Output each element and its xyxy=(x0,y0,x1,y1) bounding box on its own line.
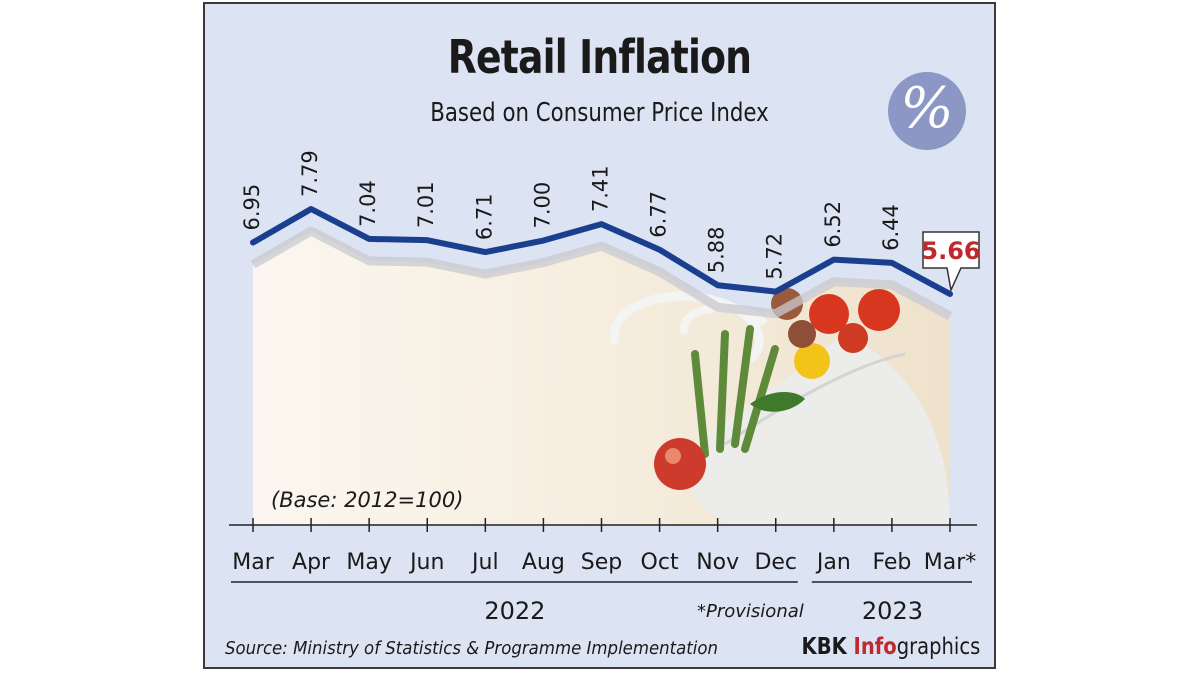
credit-part-c: graphics xyxy=(896,634,980,660)
credit-logo: KBK Infographics xyxy=(801,634,980,660)
chart-subtitle: Based on Consumer Price Index xyxy=(430,98,769,128)
x-tick-label: Feb xyxy=(872,550,911,575)
chart-title: Retail Inflation xyxy=(447,30,752,84)
value-label: 7.00 xyxy=(530,182,554,229)
highlight-callout xyxy=(922,231,980,293)
x-tick-label: Nov xyxy=(696,550,739,575)
value-label: 6.71 xyxy=(472,193,496,240)
highlight-value-label: 5.66 xyxy=(921,237,980,265)
percent-glyph: % xyxy=(900,76,954,141)
x-tick-label: Jun xyxy=(408,550,444,575)
provisional-note: *Provisional xyxy=(697,601,804,622)
x-tick-label: Jan xyxy=(815,550,851,575)
grocery-bag-illustration xyxy=(609,288,950,524)
value-label: 7.41 xyxy=(589,165,613,212)
x-tick-label: May xyxy=(346,550,391,575)
credit-part-a: KBK xyxy=(801,634,854,660)
x-tick-label: Aug xyxy=(522,550,565,575)
x-tick-label: Apr xyxy=(292,550,331,575)
value-label: 5.88 xyxy=(705,226,729,273)
value-label: 6.44 xyxy=(879,204,903,251)
value-label: 5.72 xyxy=(763,233,787,280)
x-tick-label: Mar xyxy=(232,550,274,575)
x-tick-label: Sep xyxy=(581,550,622,575)
x-tick-label: Jul xyxy=(470,550,499,575)
source-note: Source: Ministry of Statistics & Program… xyxy=(225,638,719,659)
x-tick-label: Mar* xyxy=(924,550,977,575)
series-line xyxy=(250,206,953,297)
year-label-2023: 2023 xyxy=(861,597,923,625)
value-label: 6.52 xyxy=(821,201,845,248)
value-label: 7.79 xyxy=(298,150,322,197)
credit-part-b: Info xyxy=(853,634,897,660)
value-label: 7.04 xyxy=(356,180,380,227)
year-label-2022: 2022 xyxy=(484,597,546,625)
value-labels-layer: 6.95 7.79 7.04 7.01 6.71 7.00 7.41 6.77 5.88 5.72… xyxy=(240,150,981,293)
value-label: 6.77 xyxy=(647,191,671,238)
line-chart: 6.95 7.79 7.04 7.01 6.71 7.00 7.41 6.77 5.88 5.72… xyxy=(229,150,981,583)
base-annotation: (Base: 2012=100) xyxy=(271,488,464,512)
shadow-line-layer xyxy=(250,226,953,320)
percent-icon: % xyxy=(888,72,966,150)
infographic-card: Retail Inflation Based on Consumer Price… xyxy=(203,2,996,669)
x-tick-label: Oct xyxy=(641,550,679,575)
series-shadow-line xyxy=(250,226,953,320)
x-axis-layer: Mar Apr May Jun Jul Aug Sep Oct Nov Dec Jan Feb Mar* xyxy=(229,518,977,583)
series-line-layer xyxy=(250,206,953,297)
x-tick-label: Dec xyxy=(754,550,797,575)
value-label: 6.95 xyxy=(240,184,264,231)
value-label: 7.01 xyxy=(414,181,438,228)
